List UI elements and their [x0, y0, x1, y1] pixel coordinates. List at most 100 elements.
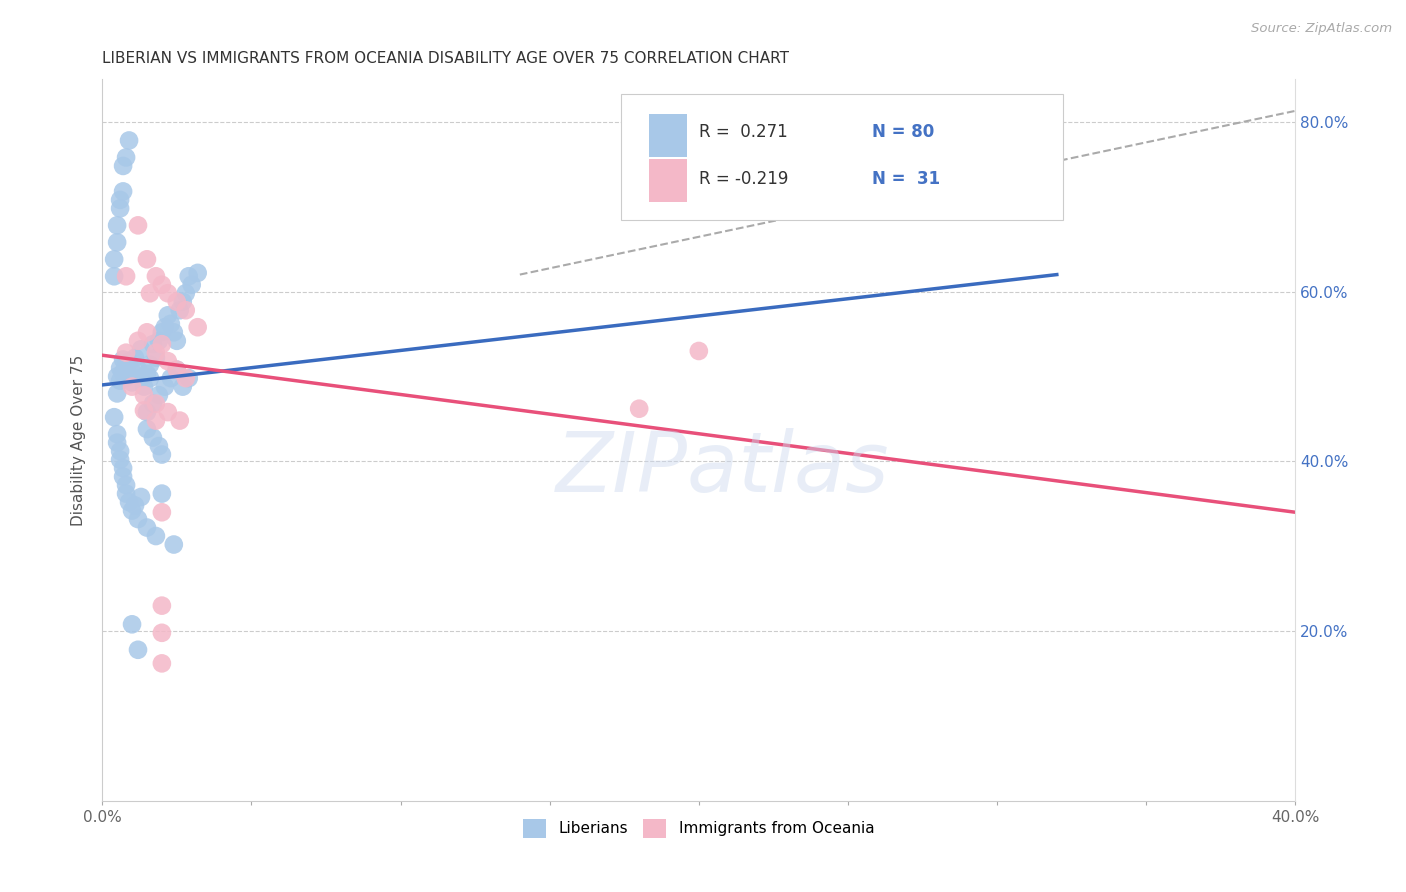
- Point: [132, 388, 155, 402]
- Point: [105, 235, 128, 250]
- Point: [115, 151, 138, 165]
- Point: [150, 505, 173, 519]
- Point: [156, 405, 179, 419]
- Point: [118, 133, 141, 147]
- Point: [166, 294, 188, 309]
- Point: [115, 345, 138, 359]
- Point: [169, 303, 191, 318]
- Point: [145, 351, 167, 365]
- Point: [139, 371, 162, 385]
- Point: [142, 337, 165, 351]
- Point: [121, 364, 143, 378]
- Point: [121, 617, 143, 632]
- Point: [688, 343, 710, 358]
- Point: [628, 401, 651, 416]
- Point: [121, 379, 143, 393]
- Point: [166, 334, 188, 348]
- Point: [105, 427, 128, 442]
- Point: [150, 657, 173, 671]
- Point: [108, 452, 131, 467]
- FancyBboxPatch shape: [621, 94, 1063, 220]
- Point: [127, 512, 149, 526]
- Point: [163, 326, 186, 340]
- Text: ZIPatlas: ZIPatlas: [555, 428, 890, 509]
- Point: [121, 503, 143, 517]
- Point: [112, 159, 135, 173]
- Text: N = 80: N = 80: [872, 123, 934, 141]
- Point: [112, 185, 135, 199]
- Text: LIBERIAN VS IMMIGRANTS FROM OCEANIA DISABILITY AGE OVER 75 CORRELATION CHART: LIBERIAN VS IMMIGRANTS FROM OCEANIA DISA…: [103, 51, 789, 66]
- Text: R =  0.271: R = 0.271: [699, 123, 787, 141]
- Point: [127, 219, 149, 233]
- Point: [105, 369, 128, 384]
- Point: [150, 337, 173, 351]
- Point: [145, 529, 167, 543]
- Point: [105, 219, 128, 233]
- Point: [150, 448, 173, 462]
- Point: [163, 537, 186, 551]
- Point: [115, 359, 138, 374]
- Point: [129, 343, 152, 357]
- Point: [150, 277, 173, 292]
- Point: [129, 490, 152, 504]
- Point: [103, 410, 125, 425]
- Point: [112, 352, 135, 367]
- Point: [174, 303, 197, 318]
- Point: [136, 367, 159, 381]
- FancyBboxPatch shape: [648, 160, 688, 202]
- Point: [105, 386, 128, 401]
- Point: [124, 351, 146, 365]
- Point: [115, 371, 138, 385]
- Point: [145, 269, 167, 284]
- Point: [127, 362, 149, 376]
- Point: [150, 326, 173, 340]
- Point: [108, 444, 131, 458]
- Point: [150, 486, 173, 500]
- Point: [174, 371, 197, 385]
- Point: [136, 405, 159, 419]
- Point: [177, 269, 200, 284]
- Point: [136, 252, 159, 267]
- Point: [169, 414, 191, 428]
- Point: [166, 362, 188, 376]
- Text: N =  31: N = 31: [872, 169, 941, 188]
- Point: [124, 499, 146, 513]
- Point: [136, 520, 159, 534]
- Point: [115, 269, 138, 284]
- Point: [118, 354, 141, 368]
- Point: [142, 396, 165, 410]
- FancyBboxPatch shape: [648, 114, 688, 157]
- Point: [172, 379, 194, 393]
- Y-axis label: Disability Age Over 75: Disability Age Over 75: [72, 354, 86, 525]
- Point: [177, 371, 200, 385]
- Point: [153, 379, 176, 393]
- Point: [156, 286, 179, 301]
- Point: [136, 422, 159, 436]
- Point: [142, 431, 165, 445]
- Point: [108, 202, 131, 216]
- Point: [148, 388, 170, 402]
- Point: [127, 642, 149, 657]
- Point: [115, 486, 138, 500]
- Point: [105, 435, 128, 450]
- Point: [145, 414, 167, 428]
- Text: Source: ZipAtlas.com: Source: ZipAtlas.com: [1251, 22, 1392, 36]
- Point: [139, 286, 162, 301]
- Point: [112, 469, 135, 483]
- Point: [132, 403, 155, 417]
- Point: [156, 354, 179, 368]
- Point: [156, 309, 179, 323]
- Point: [187, 266, 209, 280]
- Point: [174, 286, 197, 301]
- Point: [172, 294, 194, 309]
- Point: [145, 345, 167, 359]
- Point: [118, 368, 141, 382]
- Point: [136, 326, 159, 340]
- Point: [115, 478, 138, 492]
- Point: [145, 396, 167, 410]
- Point: [148, 334, 170, 348]
- Point: [121, 376, 143, 390]
- Point: [118, 495, 141, 509]
- Point: [180, 277, 202, 292]
- Point: [150, 625, 173, 640]
